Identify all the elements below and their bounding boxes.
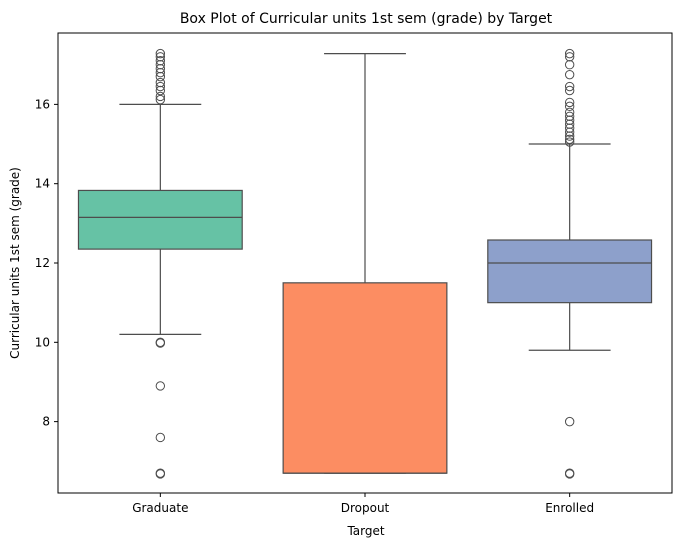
y-axis: 8 10 12 14 16	[35, 97, 58, 429]
outlier-point-enrolled	[564, 81, 575, 92]
box-group-enrolled	[487, 48, 653, 479]
outlier-point-graduate	[155, 67, 166, 78]
outlier-point-graduate	[155, 381, 166, 391]
outlier-point-enrolled	[564, 48, 575, 59]
outlier-point-enrolled	[564, 85, 575, 96]
outlier-point-graduate	[155, 338, 166, 348]
y-tick-label: 8	[42, 415, 50, 429]
outlier-point-enrolled	[564, 137, 575, 147]
outlier-point-graduate	[155, 48, 166, 59]
y-axis-label: Curricular units 1st sem (grade)	[8, 167, 22, 359]
box-group-graduate	[77, 48, 243, 479]
outlier-point-enrolled	[564, 60, 575, 70]
x-tick-label: Enrolled	[545, 501, 594, 515]
box-graduate	[77, 189, 243, 250]
outlier-point-graduate	[155, 81, 166, 92]
box-dropout	[282, 282, 448, 474]
outlier-point-enrolled	[564, 69, 575, 80]
x-tick-label: Dropout	[341, 501, 390, 515]
x-axis-label: Target	[346, 524, 384, 538]
y-tick-label: 16	[35, 97, 50, 111]
outlier-point-graduate	[155, 94, 166, 105]
outlier-point-enrolled	[564, 469, 575, 479]
y-tick-label: 14	[35, 177, 50, 191]
outlier-point-graduate	[155, 71, 166, 82]
y-tick-label: 12	[35, 256, 50, 270]
plot-area	[77, 48, 653, 479]
outlier-point-graduate	[155, 469, 166, 479]
outlier-point-enrolled	[564, 127, 575, 137]
x-axis: Graduate Dropout Enrolled	[132, 493, 594, 515]
outlier-point-enrolled	[564, 134, 575, 144]
outlier-point-enrolled	[564, 101, 575, 112]
box-group-dropout	[282, 53, 448, 474]
outlier-point-graduate	[155, 432, 166, 443]
chart-title: Box Plot of Curricular units 1st sem (gr…	[180, 11, 553, 27]
outlier-point-graduate	[155, 85, 166, 96]
outlier-point-enrolled	[564, 416, 575, 427]
x-tick-label: Graduate	[132, 501, 188, 515]
box-enrolled	[487, 239, 653, 304]
y-tick-label: 10	[35, 335, 50, 349]
outlier-point-enrolled	[564, 97, 575, 108]
outlier-point-graduate	[155, 91, 166, 102]
outlier-point-enrolled	[564, 131, 575, 141]
